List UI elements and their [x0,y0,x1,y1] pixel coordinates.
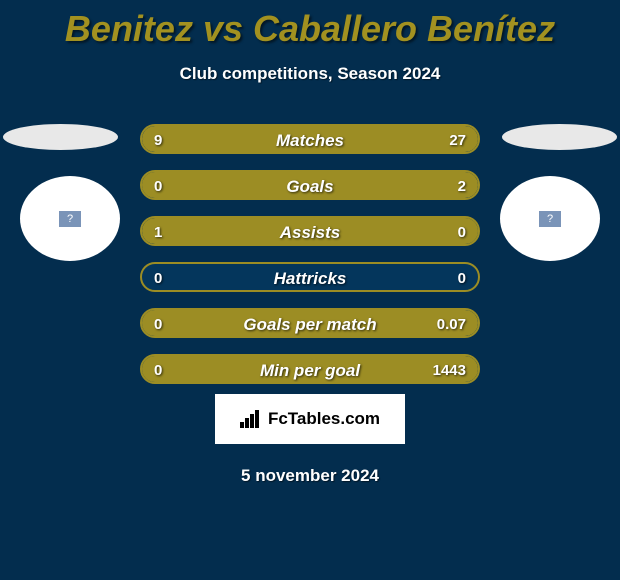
player-right-avatar: ? [500,176,600,261]
footer-logo: FcTables.com [215,394,405,444]
stat-label: Matches [142,126,478,154]
stat-label: Goals per match [142,310,478,338]
player-left-base-ellipse [3,124,118,150]
stat-label: Hattricks [142,264,478,292]
stat-row: 10Assists [140,216,480,246]
footer-logo-text: FcTables.com [268,409,380,429]
comparison-infographic: Benitez vs Caballero Benítez Club compet… [0,0,620,580]
placeholder-icon: ? [59,211,81,227]
subtitle: Club competitions, Season 2024 [0,64,620,84]
stat-row: 00Hattricks [140,262,480,292]
stat-row: 927Matches [140,124,480,154]
stat-label: Min per goal [142,356,478,384]
stat-bars: 927Matches 02Goals 10Assists 00Hattricks 00.… [140,124,480,384]
stat-label: Goals [142,172,478,200]
bars-icon [240,410,262,428]
placeholder-icon: ? [539,211,561,227]
footer-date: 5 november 2024 [0,466,620,486]
player-left-avatar: ? [20,176,120,261]
stat-row: 00.07Goals per match [140,308,480,338]
stat-row: 02Goals [140,170,480,200]
player-right-base-ellipse [502,124,617,150]
stat-label: Assists [142,218,478,246]
stats-area: ? ? 927Matches 02Goals 10Assists 00Hattrick… [0,124,620,384]
stat-row: 01443Min per goal [140,354,480,384]
page-title: Benitez vs Caballero Benítez [0,0,620,50]
